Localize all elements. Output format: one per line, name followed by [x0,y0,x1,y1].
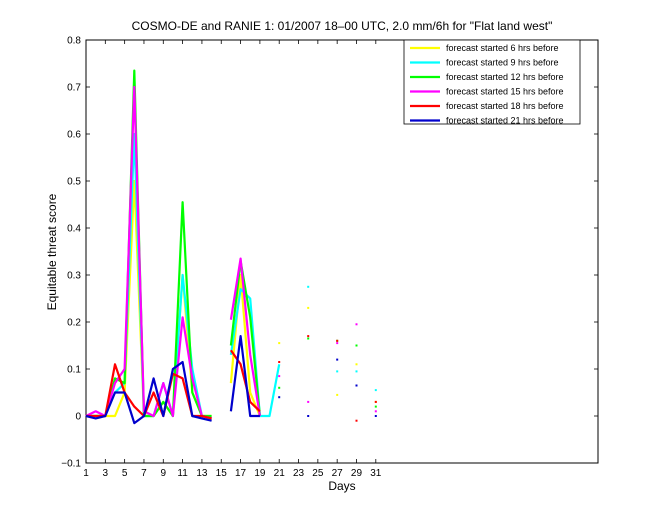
data-point [355,384,358,387]
legend-box [403,39,581,125]
y-tick-label: 0.1 [67,365,81,376]
x-tick-label: 13 [196,468,208,479]
data-point [336,358,339,361]
x-tick-label: 23 [293,468,305,479]
x-tick-label: 5 [122,468,128,479]
y-tick-label: 0.8 [67,36,81,47]
x-axis-label: Days [328,479,355,493]
y-tick-label: 0 [75,412,81,423]
data-point [355,419,358,422]
data-point [307,306,310,309]
data-point [307,285,310,288]
series-line [229,259,261,417]
data-point [307,400,310,403]
data-point [374,389,377,392]
series-5 [85,335,377,425]
legend-label: forecast started 6 hrs before [446,43,559,53]
data-point [374,400,377,403]
data-point [336,370,339,373]
data-point [278,375,281,378]
data-point [307,335,310,338]
data-point [355,344,358,347]
x-tick-label: 3 [103,468,109,479]
x-tick-label: 11 [177,468,188,479]
data-point [374,405,377,408]
data-point [336,342,339,345]
x-tick-label: 19 [254,468,266,479]
data-point [355,370,358,373]
data-point [278,361,281,363]
x-tick-label: 15 [216,468,228,479]
x-tick-label: 9 [161,468,167,479]
data-point [278,396,281,399]
series-line [85,360,212,425]
x-tick-label: 27 [332,468,344,479]
x-tick-label: 21 [274,468,286,479]
data-point [374,410,377,413]
x-tick-label: 7 [141,468,147,479]
data-point [355,363,358,366]
y-axis-label: Equitable threat score [45,193,59,310]
legend-label: forecast started 9 hrs before [446,58,559,68]
legend-label: forecast started 21 hrs before [446,116,564,126]
y-tick-label: 0.4 [67,224,81,235]
x-tick-label: 1 [83,468,89,479]
legend-label: forecast started 18 hrs before [446,101,564,111]
x-tick-label: 31 [370,468,382,479]
data-point [278,342,281,345]
x-tick-label: 25 [312,468,324,479]
legend-label: forecast started 15 hrs before [446,87,564,97]
series-line [229,335,260,418]
legend-label: forecast started 12 hrs before [446,72,564,82]
y-tick-label: 0.3 [67,271,81,282]
series-line [229,257,261,417]
y-tick-label: 0.5 [67,177,81,188]
x-tick-label: 29 [351,468,363,479]
y-tick-label: 0.6 [67,130,81,141]
data-point [307,337,310,340]
data-point [278,386,281,389]
y-tick-label: 0.2 [67,318,81,329]
data-point [374,415,377,417]
data-point [355,323,358,326]
y-tick-label: 0.7 [67,83,81,94]
x-tick-label: 17 [235,468,247,479]
data-point [307,415,310,417]
chart-title: COSMO-DE and RANIE 1: 01/2007 18–00 UTC,… [132,19,553,33]
y-tick-label: −0.1 [61,459,81,470]
data-point [336,393,339,396]
legend: forecast started 6 hrs before forecast st… [403,39,581,126]
data-point [336,339,339,342]
